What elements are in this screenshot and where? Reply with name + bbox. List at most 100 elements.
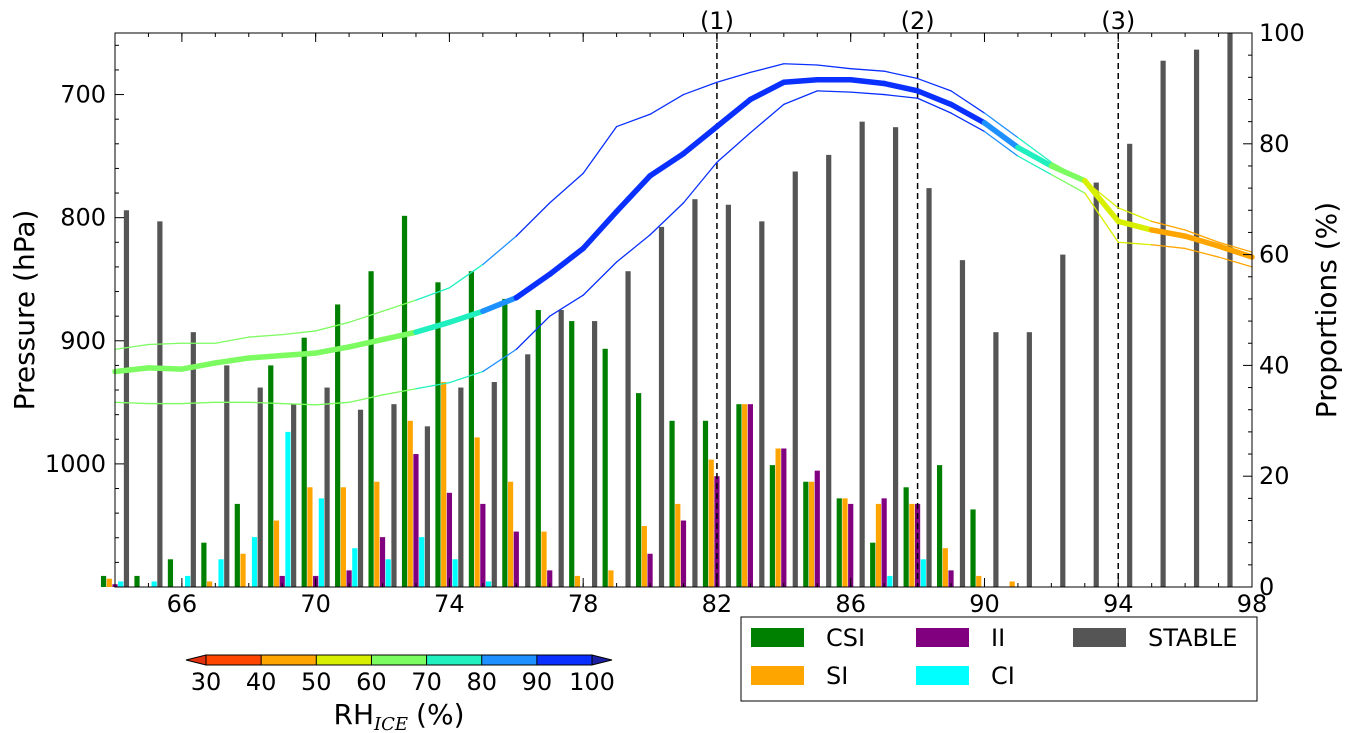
- rh-mean-segment-3: [212, 355, 252, 366]
- bar-ii-84: [781, 448, 787, 587]
- colorbar-bin-3: [371, 655, 427, 665]
- colorbar-over-arrow: [591, 654, 613, 666]
- bar-stable-97: [1227, 33, 1233, 587]
- rh-upper-bound-segment-1: [147, 342, 183, 346]
- bar-series-group: [100, 33, 1233, 588]
- bar-ii-72: [379, 537, 386, 587]
- bar-ii-77: [547, 570, 553, 587]
- y-right-tick-label-40: 40: [1259, 351, 1290, 379]
- y-right-tick-label-100: 100: [1259, 19, 1305, 47]
- rh-upper-bound-segment-3: [214, 336, 250, 344]
- bar-ci-68: [251, 537, 258, 587]
- bar-stable-77: [558, 310, 564, 587]
- y-right-tick-label-0: 0: [1259, 573, 1274, 601]
- bar-si-81: [675, 503, 681, 587]
- bar-ii-80: [647, 553, 653, 587]
- legend-label-ii: II: [991, 624, 1005, 652]
- bar-csi-70: [301, 337, 307, 587]
- bar-stable-71: [357, 409, 364, 587]
- rh-lower-bound-segment-26: [983, 130, 1019, 157]
- bar-stable-75: [491, 382, 497, 587]
- y-right-tick-label-60: 60: [1259, 241, 1290, 269]
- colorbar: 30 40 50 60 70 80 90 100: [185, 654, 615, 696]
- y-right-tick-label-80: 80: [1259, 130, 1290, 158]
- colorbar-bin-2: [316, 655, 372, 665]
- bar-si-73: [407, 420, 413, 587]
- rh-mean-segment-29: [1082, 177, 1121, 225]
- bar-ci-69: [285, 431, 291, 587]
- bar-stable-88: [926, 188, 932, 587]
- bar-ii-81: [680, 520, 687, 587]
- x-tick-label-74: 74: [434, 590, 465, 618]
- annotation-label-94: (3): [1101, 7, 1135, 35]
- rh-upper-bound-segment-5: [281, 330, 317, 336]
- rh-lower-bound-segment-19: [749, 103, 785, 134]
- colorbar-bin-6: [536, 655, 592, 665]
- bar-ii-75: [480, 503, 486, 587]
- rh-lower-bound-segment-32: [1184, 247, 1220, 258]
- rh-upper-bound-segment-20: [783, 63, 818, 66]
- bar-ii-83: [747, 404, 753, 587]
- bar-ci-73: [419, 537, 425, 587]
- colorbar-tick-label-30: 30: [191, 668, 222, 696]
- rh-mean-segment-31: [1148, 227, 1188, 239]
- bar-si-83: [742, 404, 748, 587]
- bar-ii-74: [446, 492, 453, 587]
- rh-upper-bound-segment-9: [415, 287, 451, 301]
- rh-lower-bound-segment-10: [448, 370, 484, 384]
- x-tick-label-70: 70: [300, 590, 331, 618]
- bar-si-67: [207, 581, 213, 587]
- bar-csi-87: [870, 542, 876, 587]
- rh-mean-segment-19: [747, 79, 787, 103]
- rh-upper-bound-segment-11: [482, 235, 517, 266]
- rh-mean-segment-16: [647, 150, 687, 179]
- bar-csi-83: [736, 404, 742, 587]
- bar-ii-69: [279, 575, 285, 587]
- colorbar-tick-label-40: 40: [246, 668, 277, 696]
- bar-si-76: [507, 481, 514, 587]
- rh-mean-segment-22: [847, 77, 887, 87]
- bar-stable-83: [759, 221, 765, 588]
- bar-si-71: [340, 487, 346, 587]
- rh-upper-bound-segment-30: [1117, 207, 1153, 223]
- bar-stable-78: [592, 321, 598, 587]
- rh-mean-segment-11: [480, 294, 520, 314]
- bar-stable-86: [859, 121, 865, 587]
- bar-si-86: [842, 498, 848, 587]
- rh-mean-segment-32: [1182, 233, 1222, 249]
- bar-csi-84: [769, 465, 775, 587]
- bar-si-64: [106, 578, 112, 587]
- bar-si-69: [273, 520, 280, 587]
- annotation-label-82: (1): [700, 7, 734, 35]
- rh-lower-bound-segment-4: [248, 401, 283, 405]
- rh-lower-bound-segment-6: [314, 401, 350, 406]
- colorbar-bin-0: [206, 655, 262, 665]
- x-tick-label-78: 78: [568, 590, 599, 618]
- bar-si-68: [240, 553, 246, 587]
- bar-ci-74: [452, 559, 458, 587]
- colorbar-tick-label-70: 70: [411, 668, 442, 696]
- rh-upper-bound-segment-6: [314, 321, 350, 332]
- bar-si-72: [374, 481, 380, 587]
- rh-lower-bound-segment-11: [482, 348, 517, 373]
- legend-swatch-ii: [916, 628, 969, 647]
- bar-csi-89: [936, 465, 943, 587]
- rh-mean-segment-1: [145, 365, 185, 372]
- rh-mean-segment-13: [546, 245, 586, 278]
- bar-stable-87: [892, 127, 899, 588]
- bar-stable-93: [1093, 182, 1099, 587]
- bar-stable-64: [123, 210, 130, 587]
- bar-ci-87: [887, 575, 893, 587]
- bar-stable-79: [625, 271, 631, 587]
- rh-lower-bound-segment-20: [783, 90, 818, 106]
- rh-lower-bound-segment-12: [515, 315, 551, 351]
- bar-csi-90: [970, 509, 976, 587]
- bar-csi-81: [669, 420, 675, 587]
- legend-swatch-si: [751, 666, 804, 685]
- bar-si-74: [441, 382, 447, 587]
- rh-mean-segment-33: [1215, 243, 1255, 260]
- legend-label-si: SI: [826, 662, 848, 690]
- bar-stable-91: [1026, 332, 1032, 587]
- x-tick-label-94: 94: [1103, 590, 1134, 618]
